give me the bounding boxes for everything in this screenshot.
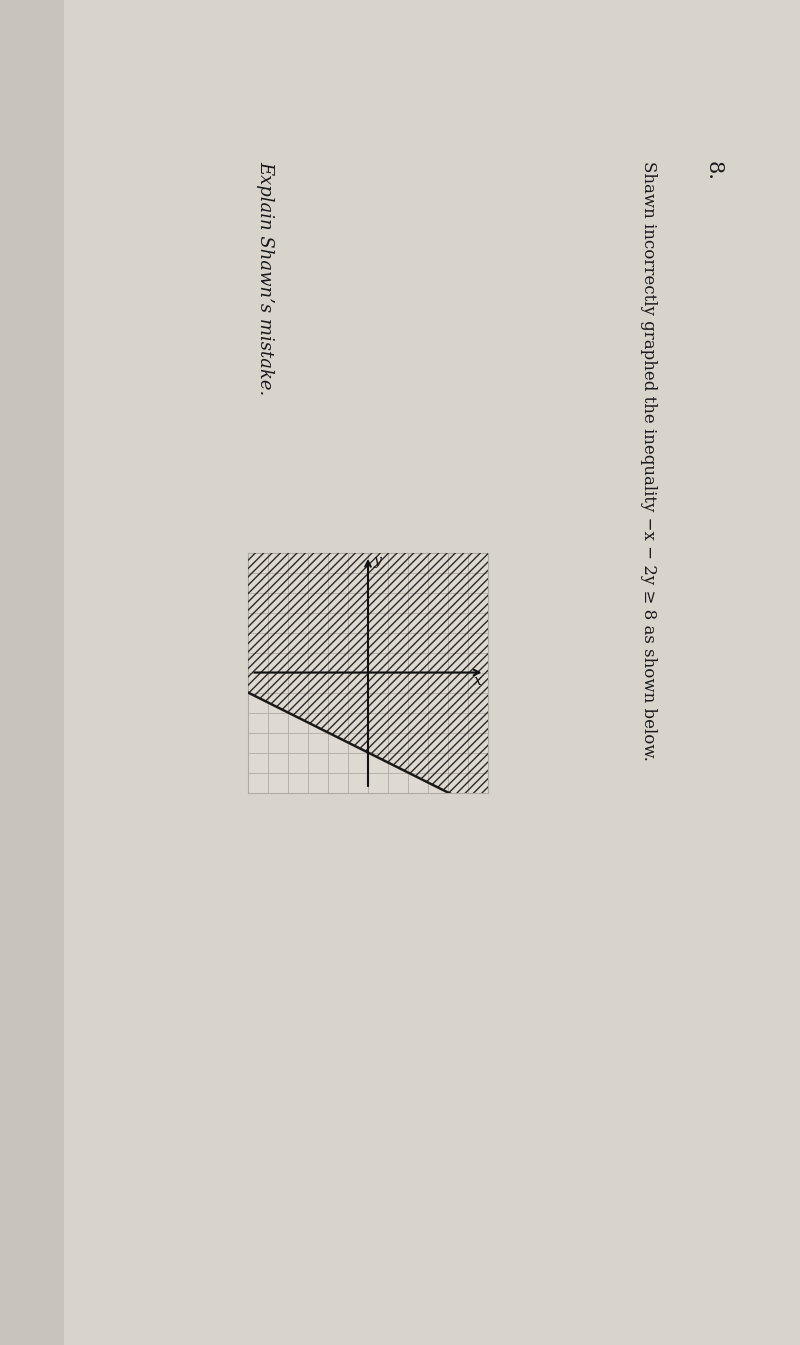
Text: 8.: 8. (704, 161, 723, 182)
Text: Shawn incorrectly graphed the inequality −x − 2y ≥ 8 as shown below.: Shawn incorrectly graphed the inequality… (640, 161, 657, 761)
Text: x: x (474, 674, 482, 687)
Text: y: y (374, 554, 382, 568)
Text: Explain Shawn’s mistake.: Explain Shawn’s mistake. (256, 161, 274, 395)
Bar (0, 0, 64, 1345)
